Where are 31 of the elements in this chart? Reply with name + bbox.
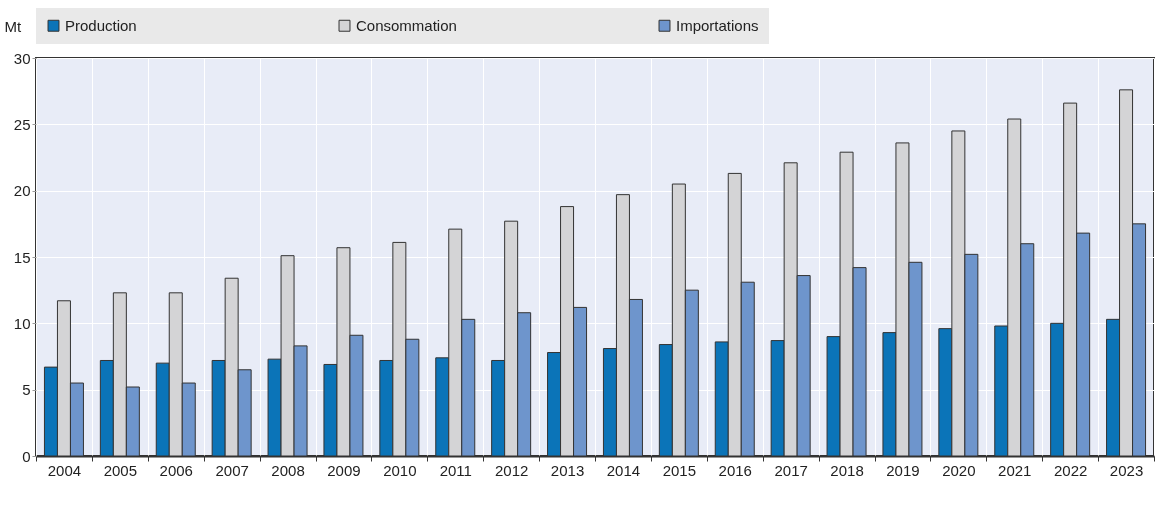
x-tick-label: 2020 <box>942 461 976 479</box>
x-tick-label: 2014 <box>606 461 641 479</box>
y-tick-label: 0 <box>22 447 31 465</box>
x-tick-label: 2018 <box>830 461 864 479</box>
legend-label: Production <box>65 16 137 34</box>
x-tick-label: 2017 <box>774 461 808 479</box>
x-tick-label: 2023 <box>1109 461 1144 479</box>
x-tick-label: 2015 <box>662 461 697 479</box>
x-tick-label: 2010 <box>383 461 417 479</box>
y-tick-label: 5 <box>22 381 31 399</box>
x-tick-label: 2007 <box>215 461 249 479</box>
x-tick-label: 2022 <box>1053 461 1088 479</box>
x-tick-label: 2008 <box>271 461 305 479</box>
x-tick-label: 2019 <box>886 461 920 479</box>
x-tick-label: 2011 <box>439 461 472 479</box>
x-tick-label: 2016 <box>718 461 752 479</box>
y-tick-label: 30 <box>13 49 31 67</box>
y-tick-label: 25 <box>13 115 31 133</box>
x-tick-label: 2009 <box>327 461 361 479</box>
x-tick-label: 2005 <box>103 461 138 479</box>
y-tick-label: 15 <box>13 248 31 266</box>
x-tick-label: 2004 <box>47 461 82 479</box>
y-tick-label: 20 <box>13 182 31 200</box>
x-tick-label: 2012 <box>494 461 529 479</box>
x-tick-label: 2006 <box>159 461 193 479</box>
legend-label: Consommation <box>356 16 457 34</box>
legend-label: Importations <box>676 16 759 34</box>
x-tick-label: 2013 <box>550 461 585 479</box>
y-axis-title: Mt <box>4 17 22 35</box>
y-tick-label: 10 <box>13 314 31 332</box>
x-tick-label: 2021 <box>998 461 1032 479</box>
